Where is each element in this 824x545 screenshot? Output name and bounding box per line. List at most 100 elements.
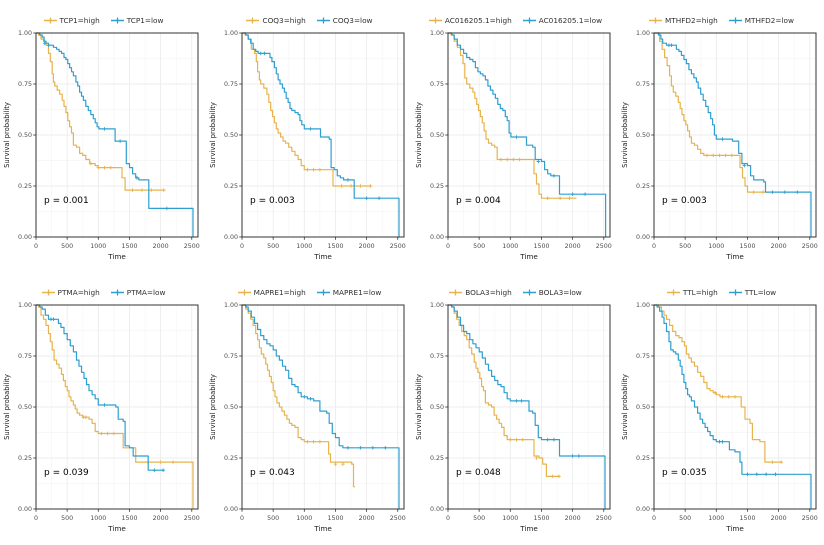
svg-text:1.00: 1.00 [18, 302, 32, 309]
legend-item-high: PTMA=high [41, 288, 100, 297]
survival-curve-high [654, 32, 767, 193]
legend-key-high-icon [648, 17, 662, 24]
y-axis-title: Survival probability [3, 102, 11, 168]
legend-label-high: BOLA3=high [465, 288, 512, 297]
svg-text:0.50: 0.50 [224, 404, 238, 411]
svg-text:1500: 1500 [327, 243, 343, 250]
panel-border [241, 32, 405, 238]
svg-text:0.75: 0.75 [636, 353, 650, 360]
x-tick-labels: 0 500 1000 1500 2000 2500 [240, 515, 406, 522]
legend-key-low-icon [110, 289, 124, 296]
legend-label-low: MTHFD2=low [744, 16, 794, 25]
censor-marks-high [89, 161, 166, 192]
legend-item-high: BOLA3=high [448, 288, 512, 297]
survival-curve-high [242, 32, 372, 187]
svg-text:1500: 1500 [327, 515, 343, 522]
y-axis-title: Survival probability [415, 374, 423, 440]
legend-key-high-icon [428, 17, 442, 24]
svg-text:2500: 2500 [184, 515, 200, 522]
p-value-label: p = 0.039 [44, 468, 89, 478]
svg-text:1.00: 1.00 [430, 302, 444, 309]
legend-item-low: TTL=low [728, 288, 776, 297]
km-plot: 1.00 0.75 0.50 0.25 0.000 500 1000 1500 2000 2500… [209, 30, 406, 261]
survival-curve-low [242, 304, 400, 509]
y-axis-title: Survival probability [209, 374, 217, 440]
censor-marks-low [302, 395, 388, 450]
legend-item-high: MAPRE1=high [237, 288, 306, 297]
legend-label-high: PTMA=high [57, 288, 100, 297]
svg-text:2000: 2000 [153, 515, 169, 522]
censor-marks-low [42, 41, 169, 211]
svg-text:0.75: 0.75 [430, 353, 444, 360]
svg-text:1.00: 1.00 [636, 30, 650, 37]
y-tick-labels: 1.00 0.75 0.50 0.25 0.00 [636, 30, 650, 241]
svg-text:1000: 1000 [296, 243, 312, 250]
svg-text:1500: 1500 [121, 243, 137, 250]
svg-text:0.75: 0.75 [636, 81, 650, 88]
x-axis-title: Time [725, 524, 744, 533]
svg-text:0: 0 [240, 515, 244, 522]
svg-text:0.75: 0.75 [18, 353, 32, 360]
svg-text:0: 0 [240, 243, 244, 250]
panel-border [447, 32, 611, 238]
survival-curve-high [448, 32, 577, 199]
x-tick-labels: 0 500 1000 1500 2000 2500 [652, 243, 818, 250]
legend-label-high: MAPRE1=high [253, 288, 306, 297]
survival-curve-high [36, 32, 165, 191]
panel-border [241, 304, 405, 510]
svg-text:0: 0 [34, 243, 38, 250]
panel-legend: MTHFD2=high MTHFD2=low [618, 0, 824, 25]
legend-key-low-icon [522, 17, 536, 24]
censor-marks-low [49, 317, 165, 473]
svg-text:2000: 2000 [565, 515, 581, 522]
svg-text:0.25: 0.25 [18, 183, 32, 190]
x-axis-title: Time [519, 524, 538, 533]
p-value-label: p = 0.003 [250, 196, 295, 206]
svg-text:0.00: 0.00 [224, 506, 238, 513]
x-axis-title: Time [519, 252, 538, 261]
legend-item-high: COQ3=high [245, 16, 306, 25]
panel-border [653, 32, 817, 238]
survival-curve-low [448, 304, 606, 509]
legend-item-high: MTHFD2=high [648, 16, 718, 25]
legend-label-low: BOLA3=low [538, 288, 582, 297]
p-value-label: p = 0.035 [662, 468, 707, 478]
svg-text:1.00: 1.00 [224, 302, 238, 309]
survival-panel: TCP1=high TCP1=low 1.00 0.75 0.50 0.25 0.00 0… [0, 0, 206, 272]
legend-label-low: PTMA=low [126, 288, 166, 297]
svg-text:0.75: 0.75 [18, 81, 32, 88]
legend-item-low: AC016205.1=low [522, 16, 602, 25]
y-axis-title: Survival probability [209, 102, 217, 168]
legend-key-low-icon [316, 17, 330, 24]
panel-legend: TCP1=high TCP1=low [0, 0, 206, 25]
svg-text:1.00: 1.00 [636, 302, 650, 309]
svg-text:2500: 2500 [596, 243, 612, 250]
km-plot: 1.00 0.75 0.50 0.25 0.000 500 1000 1500 2000 2500… [209, 302, 406, 533]
legend-item-low: TCP1=low [110, 16, 163, 25]
y-axis-title: Survival probability [3, 374, 11, 440]
legend-label-high: MTHFD2=high [664, 16, 718, 25]
p-value-label: p = 0.001 [44, 196, 89, 206]
svg-text:2000: 2000 [359, 243, 375, 250]
legend-key-high-icon [41, 289, 55, 296]
svg-text:0.00: 0.00 [430, 234, 444, 241]
censor-marks-low [514, 399, 581, 458]
panel-legend: AC016205.1=high AC016205.1=low [412, 0, 618, 25]
survival-curve-low [36, 304, 165, 471]
svg-text:0.00: 0.00 [18, 506, 32, 513]
survival-curve-low [36, 32, 194, 237]
x-axis-title: Time [313, 524, 332, 533]
svg-text:0: 0 [446, 243, 450, 250]
svg-text:1000: 1000 [296, 515, 312, 522]
svg-text:0.50: 0.50 [430, 404, 444, 411]
svg-text:1500: 1500 [739, 243, 755, 250]
svg-text:500: 500 [61, 515, 73, 522]
svg-text:1.00: 1.00 [18, 30, 32, 37]
svg-text:0.25: 0.25 [18, 455, 32, 462]
x-axis-title: Time [107, 524, 126, 533]
svg-text:2000: 2000 [359, 515, 375, 522]
panel-legend: COQ3=high COQ3=low [206, 0, 412, 25]
legend-label-low: AC016205.1=low [538, 16, 603, 25]
legend-label-high: TTL=high [682, 288, 718, 297]
svg-text:0.50: 0.50 [18, 404, 32, 411]
